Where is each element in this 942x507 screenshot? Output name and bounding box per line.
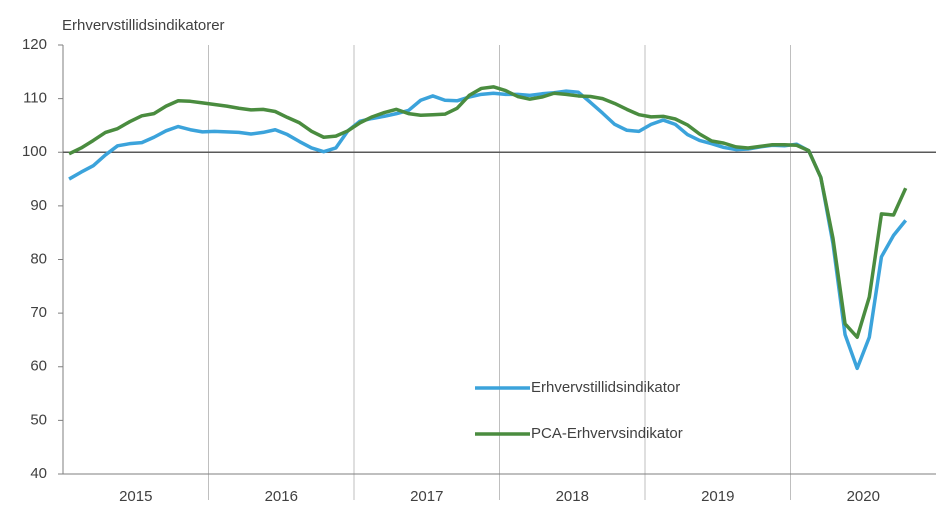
legend-label: Erhvervstillidsindikator: [531, 379, 680, 396]
y-tick-label: 80: [30, 250, 47, 267]
x-tick-label: 2020: [847, 488, 880, 505]
x-tick-label: 2015: [119, 488, 152, 505]
x-tick-label: 2019: [701, 488, 734, 505]
y-tick-label: 120: [22, 36, 47, 53]
legend-label: PCA-Erhvervsindikator: [531, 425, 683, 442]
x-tick-label: 2016: [265, 488, 298, 505]
x-tick-label: 2018: [556, 488, 589, 505]
y-tick-label: 60: [30, 358, 47, 375]
y-tick-label: 90: [30, 197, 47, 214]
x-tick-label: 2017: [410, 488, 443, 505]
y-axis-label: Erhvervstillidsindikatorer: [62, 17, 225, 34]
y-tick-label: 70: [30, 304, 47, 321]
y-tick-label: 110: [23, 90, 47, 107]
y-tick-label: 50: [30, 411, 47, 428]
y-tick-label: 100: [22, 143, 47, 160]
y-tick-label: 40: [30, 465, 47, 482]
series-line: [68, 89, 908, 371]
series-line: [68, 85, 908, 340]
